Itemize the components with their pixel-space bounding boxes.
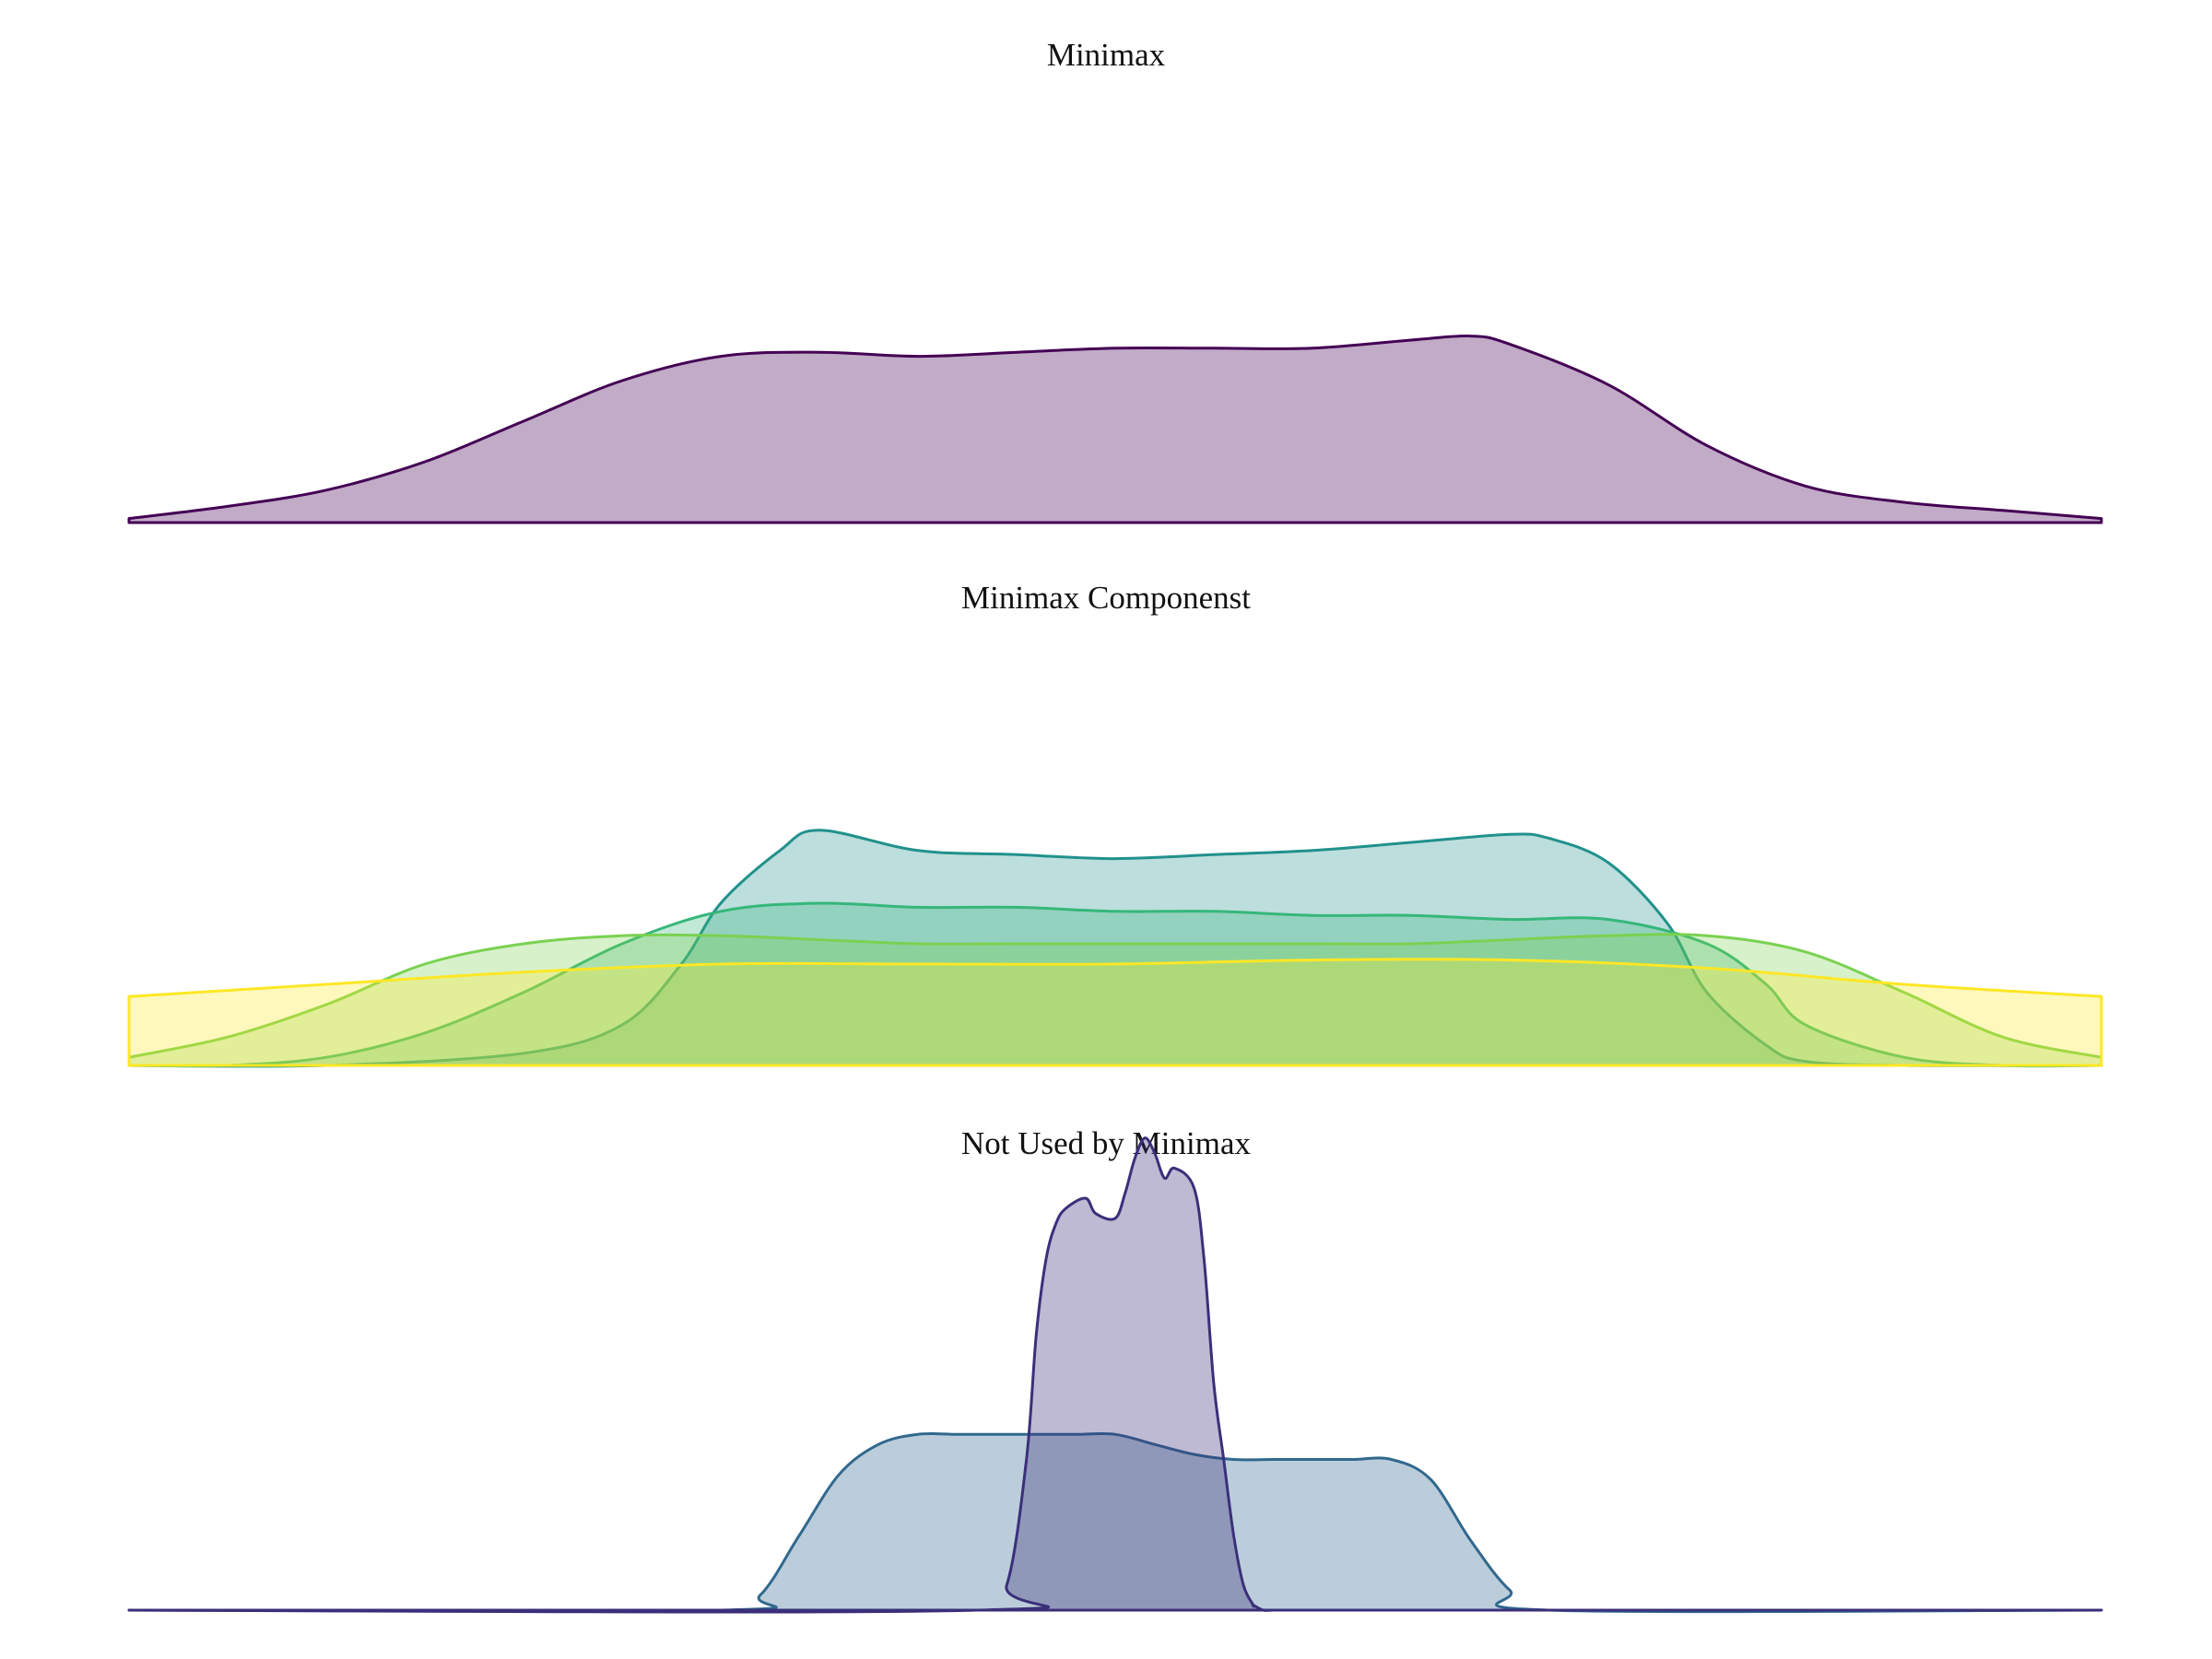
panel-minimax: Minimax (127, 37, 2103, 524)
density-area-2-1 (127, 1136, 2103, 1614)
panel-not-used-by-minimax-series (127, 1136, 2103, 1614)
panel-minimax-components: Minimax Componenst (127, 580, 2103, 1068)
density-area-2-0 (127, 1431, 2103, 1614)
panel-title-minimax: Minimax (1047, 37, 1166, 73)
panel-title-not-used-by-minimax: Not Used by Minimax (961, 1125, 1252, 1161)
density-area-1-1 (127, 901, 2103, 1068)
density-area-0-0 (127, 334, 2103, 524)
density-area-1-3 (127, 958, 2103, 1067)
panel-not-used-by-minimax: Not Used by Minimax (127, 1125, 2103, 1614)
density-area-1-0 (127, 829, 2103, 1068)
panel-minimax-series (127, 334, 2103, 524)
panel-minimax-components-series (127, 829, 2103, 1068)
panel-title-minimax-components: Minimax Componenst (961, 580, 1251, 616)
